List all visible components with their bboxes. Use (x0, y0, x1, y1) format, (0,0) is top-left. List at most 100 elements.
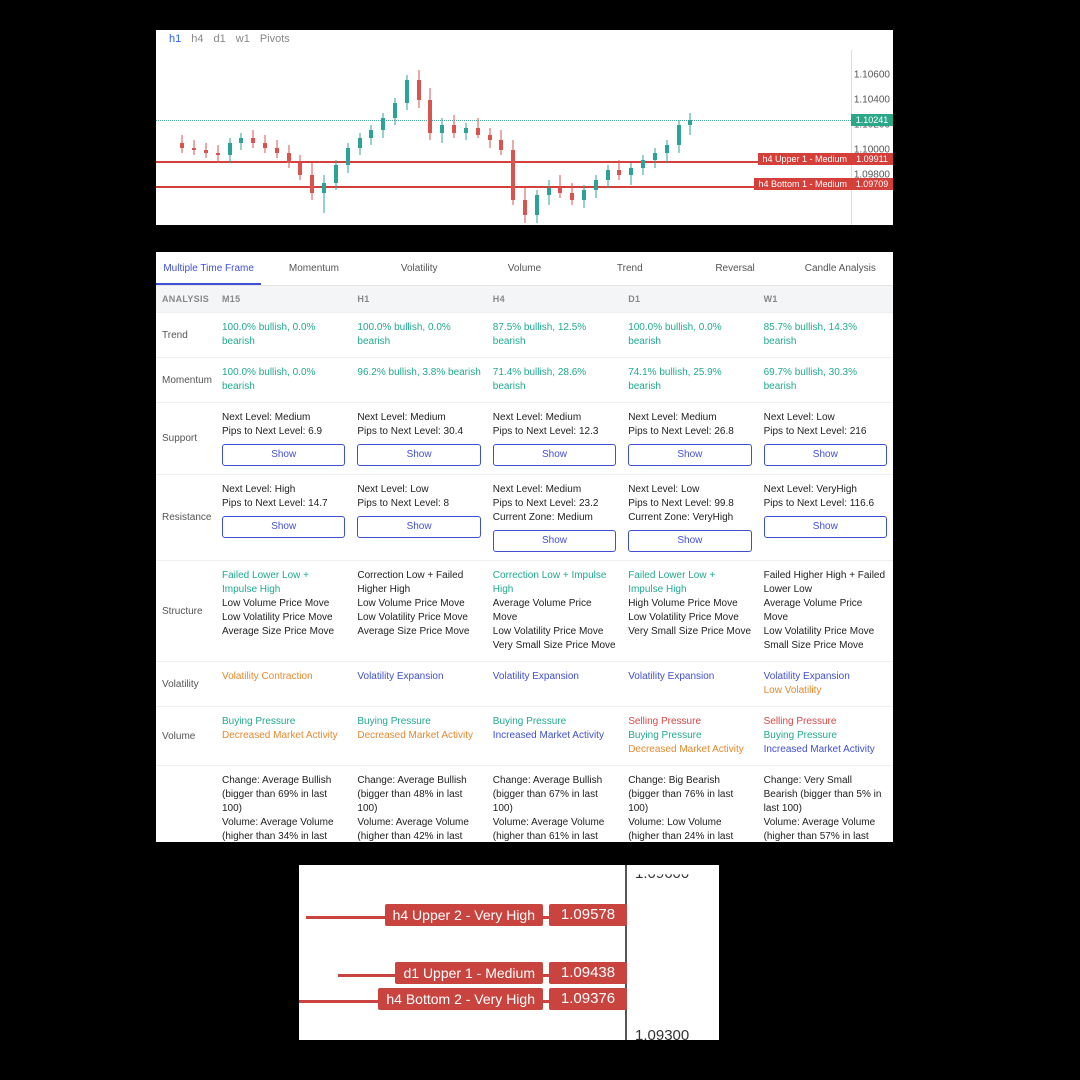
main-tab-volatility[interactable]: Volatility (367, 252, 472, 285)
show-button[interactable]: Show (222, 444, 345, 466)
analysis-text: Pips to Next Level: 116.6 (764, 497, 887, 511)
row-label-volatility: Volatility (156, 661, 216, 706)
analysis-text: High Volume Price Move (628, 597, 751, 611)
analysis-cell: Next Level: LowPips to Next Level: 216Sh… (758, 402, 893, 474)
analysis-text: Very Small Size Price Move (493, 639, 616, 653)
analysis-text: Average Size Price Move (357, 625, 480, 639)
level-value: 1.09911 (851, 153, 893, 165)
analysis-text: Pips to Next Level: 14.7 (222, 497, 345, 511)
analysis-text: 96.2% bullish, 3.8% bearish (357, 366, 480, 380)
main-tab-trend[interactable]: Trend (577, 252, 682, 285)
analysis-cell: 100.0% bullish, 0.0% bearish (622, 312, 757, 357)
analysis-cell: Failed Lower Low + Impulse HighLow Volum… (216, 560, 351, 661)
level-label: h4 Upper 2 - Very High (385, 904, 543, 926)
main-tab-multiple-time-frame[interactable]: Multiple Time Frame (156, 252, 261, 285)
analysis-text: Current Zone: Medium (493, 511, 616, 525)
analysis-text: Next Level: High (222, 483, 345, 497)
row-label-momentum: Momentum (156, 357, 216, 402)
analysis-text: Pips to Next Level: 23.2 (493, 497, 616, 511)
analysis-text: Buying Pressure (628, 729, 751, 743)
show-button[interactable]: Show (628, 444, 751, 466)
analysis-text: Volume: Low Volume (higher than 24% in l… (628, 816, 751, 842)
analysis-cell: 96.2% bullish, 3.8% bearish (351, 357, 486, 402)
analysis-cell: Next Level: LowPips to Next Level: 99.8C… (622, 474, 757, 560)
chart-tab-h4[interactable]: h4 (186, 33, 208, 45)
levels-tick: 1.09600 (635, 865, 689, 882)
chart-tab-h1[interactable]: h1 (164, 33, 186, 45)
analysis-text: 74.1% bullish, 25.9% bearish (628, 366, 751, 394)
analysis-text: Low Volatility Price Move (493, 625, 616, 639)
analysis-cell: Correction Low + Impulse HighAverage Vol… (487, 560, 622, 661)
analysis-cell: Change: Average Bullish (bigger than 69%… (216, 765, 351, 842)
analysis-text: 87.5% bullish, 12.5% bearish (493, 321, 616, 349)
analysis-cell: 69.7% bullish, 30.3% bearish (758, 357, 893, 402)
chart-tab-w1[interactable]: w1 (231, 33, 255, 45)
analysis-text: Increased Market Activity (493, 729, 616, 743)
chart-timeframe-tabs: h1h4d1w1Pivots (156, 30, 893, 50)
levels-zoom-panel: 1.096001.09300 h4 Upper 2 - Very High 1.0… (299, 865, 719, 1040)
level-value: 1.09438 (549, 962, 627, 984)
analysis-text: 85.7% bullish, 14.3% bearish (764, 321, 887, 349)
show-button[interactable]: Show (764, 444, 887, 466)
analysis-text: Next Level: Medium (357, 411, 480, 425)
analysis-text: Correction Low + Impulse High (493, 569, 616, 597)
show-button[interactable]: Show (764, 516, 887, 538)
y-tick: 1.10600 (854, 70, 890, 81)
analysis-text: 69.7% bullish, 30.3% bearish (764, 366, 887, 394)
col-header-analysis: ANALYSIS (156, 286, 216, 312)
show-button[interactable]: Show (493, 444, 616, 466)
analysis-cell: Next Level: MediumPips to Next Level: 23… (487, 474, 622, 560)
main-tab-volume[interactable]: Volume (472, 252, 577, 285)
analysis-text: 100.0% bullish, 0.0% bearish (222, 321, 345, 349)
main-tab-candle-analysis[interactable]: Candle Analysis (788, 252, 893, 285)
analysis-cell: Next Level: MediumPips to Next Level: 12… (487, 402, 622, 474)
analysis-main-tabs: Multiple Time FrameMomentumVolatilityVol… (156, 252, 893, 286)
analysis-text: Average Size Price Move (222, 625, 345, 639)
analysis-text: Change: Average Bullish (bigger than 67%… (493, 774, 616, 816)
level-label: h4 Bottom 2 - Very High (378, 988, 543, 1010)
analysis-text: Low Volatility (764, 684, 887, 698)
show-button[interactable]: Show (493, 530, 616, 552)
chart-body[interactable]: 1.106001.104001.102001.100001.09800 1.10… (156, 50, 893, 225)
show-button[interactable]: Show (357, 516, 480, 538)
analysis-text: 71.4% bullish, 28.6% bearish (493, 366, 616, 394)
analysis-cell: Next Level: MediumPips to Next Level: 6.… (216, 402, 351, 474)
level-value: 1.09578 (549, 904, 627, 926)
show-button[interactable]: Show (628, 530, 751, 552)
analysis-text: Pips to Next Level: 30.4 (357, 425, 480, 439)
analysis-cell: 74.1% bullish, 25.9% bearish (622, 357, 757, 402)
analysis-text: Selling Pressure (764, 715, 887, 729)
analysis-text: Low Volatility Price Move (628, 611, 751, 625)
analysis-cell: Buying PressureIncreased Market Activity (487, 706, 622, 765)
level-label: d1 Upper 1 - Medium (395, 962, 543, 984)
main-tab-momentum[interactable]: Momentum (261, 252, 366, 285)
chart-tab-Pivots[interactable]: Pivots (255, 33, 295, 45)
analysis-text: Volume: Average Volume (higher than 34% … (222, 816, 345, 842)
analysis-text: Increased Market Activity (764, 743, 887, 757)
current-price-badge: 1.10241 (851, 114, 893, 126)
analysis-text: Next Level: Medium (493, 411, 616, 425)
analysis-cell: Selling PressureBuying PressureDecreased… (622, 706, 757, 765)
show-button[interactable]: Show (357, 444, 480, 466)
show-button[interactable]: Show (222, 516, 345, 538)
analysis-text: Next Level: Medium (222, 411, 345, 425)
analysis-cell: Change: Average Bullish (bigger than 67%… (487, 765, 622, 842)
analysis-cell: Volatility ExpansionLow Volatility (758, 661, 893, 706)
analysis-cell: Correction Low + Failed Higher HighLow V… (351, 560, 486, 661)
col-header-h1: H1 (351, 286, 486, 312)
analysis-cell: 100.0% bullish, 0.0% bearish (216, 357, 351, 402)
analysis-text: Volatility Expansion (628, 670, 751, 684)
col-header-h4: H4 (487, 286, 622, 312)
levels-y-axis: 1.096001.09300 (627, 865, 719, 1040)
analysis-cell: 100.0% bullish, 0.0% bearish (351, 312, 486, 357)
analysis-text: Pips to Next Level: 26.8 (628, 425, 751, 439)
analysis-text: Very Small Size Price Move (628, 625, 751, 639)
analysis-cell: Change: Big Bearish (bigger than 76% in … (622, 765, 757, 842)
analysis-cell: 85.7% bullish, 14.3% bearish (758, 312, 893, 357)
main-tab-reversal[interactable]: Reversal (682, 252, 787, 285)
col-header-m15: M15 (216, 286, 351, 312)
analysis-text: Pips to Next Level: 12.3 (493, 425, 616, 439)
analysis-text: Volume: Average Volume (higher than 57% … (764, 816, 887, 842)
analysis-text: Next Level: Low (357, 483, 480, 497)
chart-tab-d1[interactable]: d1 (209, 33, 231, 45)
